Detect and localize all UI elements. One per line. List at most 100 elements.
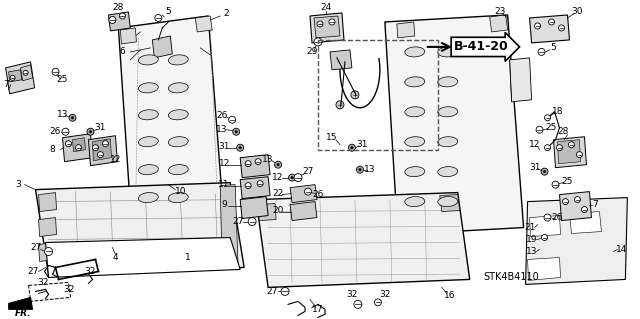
Text: 15: 15 xyxy=(326,133,338,142)
Circle shape xyxy=(120,13,125,19)
Text: 31: 31 xyxy=(356,140,367,149)
Ellipse shape xyxy=(138,193,158,203)
Circle shape xyxy=(281,287,289,295)
Ellipse shape xyxy=(438,47,458,57)
Text: 16: 16 xyxy=(444,291,456,300)
Polygon shape xyxy=(20,65,33,81)
Ellipse shape xyxy=(138,83,158,93)
Polygon shape xyxy=(314,16,340,38)
Polygon shape xyxy=(258,204,276,220)
Polygon shape xyxy=(195,16,212,32)
Ellipse shape xyxy=(138,165,158,175)
Text: 32: 32 xyxy=(37,278,48,287)
Circle shape xyxy=(291,176,293,179)
Polygon shape xyxy=(38,218,56,236)
Text: 13: 13 xyxy=(216,125,228,134)
Circle shape xyxy=(92,145,99,151)
Circle shape xyxy=(548,19,554,25)
Circle shape xyxy=(354,300,362,308)
Circle shape xyxy=(109,17,116,24)
Circle shape xyxy=(235,130,237,133)
Text: FR.: FR. xyxy=(14,309,31,318)
Polygon shape xyxy=(310,13,344,43)
Circle shape xyxy=(89,130,92,133)
Circle shape xyxy=(544,214,551,221)
Circle shape xyxy=(351,91,359,99)
Ellipse shape xyxy=(438,197,458,207)
Circle shape xyxy=(577,152,582,158)
Text: 32: 32 xyxy=(346,290,358,299)
Text: 22: 22 xyxy=(273,189,284,198)
Polygon shape xyxy=(529,15,570,43)
Text: 18: 18 xyxy=(552,107,563,116)
Text: 27: 27 xyxy=(302,167,314,176)
Text: 10: 10 xyxy=(175,187,186,196)
Ellipse shape xyxy=(405,137,425,147)
Text: 31: 31 xyxy=(529,163,540,172)
Circle shape xyxy=(76,145,81,151)
Polygon shape xyxy=(152,36,172,58)
Text: 25: 25 xyxy=(57,75,68,84)
Circle shape xyxy=(245,161,251,167)
Circle shape xyxy=(277,163,279,166)
Circle shape xyxy=(87,128,94,135)
Text: STK4B4110: STK4B4110 xyxy=(484,272,540,282)
Polygon shape xyxy=(570,211,602,234)
Circle shape xyxy=(536,126,543,133)
Circle shape xyxy=(289,174,296,181)
Polygon shape xyxy=(256,193,470,287)
Text: 8: 8 xyxy=(50,145,56,154)
Polygon shape xyxy=(38,242,56,262)
Text: 32: 32 xyxy=(63,285,74,294)
Text: 5: 5 xyxy=(165,7,171,17)
Text: 26: 26 xyxy=(552,213,563,222)
Text: 12: 12 xyxy=(529,140,540,149)
Text: 28: 28 xyxy=(558,127,569,136)
Circle shape xyxy=(155,14,162,21)
Polygon shape xyxy=(557,140,580,164)
Text: 26: 26 xyxy=(50,127,61,136)
Text: 14: 14 xyxy=(616,245,627,254)
Ellipse shape xyxy=(438,137,458,147)
Circle shape xyxy=(552,181,559,188)
Circle shape xyxy=(65,141,72,147)
Circle shape xyxy=(543,170,546,173)
Circle shape xyxy=(351,146,353,149)
Text: 27: 27 xyxy=(232,217,244,226)
Circle shape xyxy=(245,182,251,189)
Text: 2: 2 xyxy=(223,10,229,19)
Polygon shape xyxy=(330,50,352,70)
Circle shape xyxy=(23,70,28,75)
Text: 27: 27 xyxy=(30,243,41,252)
Circle shape xyxy=(358,168,361,171)
Ellipse shape xyxy=(138,137,158,147)
Polygon shape xyxy=(63,134,92,162)
Circle shape xyxy=(575,197,580,203)
Text: 26: 26 xyxy=(216,111,228,120)
Ellipse shape xyxy=(405,47,425,57)
Text: 32: 32 xyxy=(379,290,390,299)
Text: 31: 31 xyxy=(95,123,106,132)
Polygon shape xyxy=(525,197,627,285)
Text: 4: 4 xyxy=(113,253,118,262)
Polygon shape xyxy=(529,216,561,236)
Polygon shape xyxy=(554,137,586,168)
Circle shape xyxy=(248,218,256,226)
Text: 7: 7 xyxy=(3,80,8,89)
Text: 5: 5 xyxy=(550,43,556,52)
Polygon shape xyxy=(88,136,117,166)
Circle shape xyxy=(233,128,239,135)
Polygon shape xyxy=(120,28,136,44)
Text: 19: 19 xyxy=(526,235,538,244)
Polygon shape xyxy=(8,297,33,309)
Circle shape xyxy=(333,54,341,62)
Polygon shape xyxy=(118,16,224,238)
Polygon shape xyxy=(72,138,86,152)
Circle shape xyxy=(257,181,263,187)
Polygon shape xyxy=(92,139,111,161)
Circle shape xyxy=(342,59,348,65)
Circle shape xyxy=(563,199,568,204)
Polygon shape xyxy=(397,22,415,38)
Circle shape xyxy=(329,19,335,25)
Circle shape xyxy=(545,115,550,121)
